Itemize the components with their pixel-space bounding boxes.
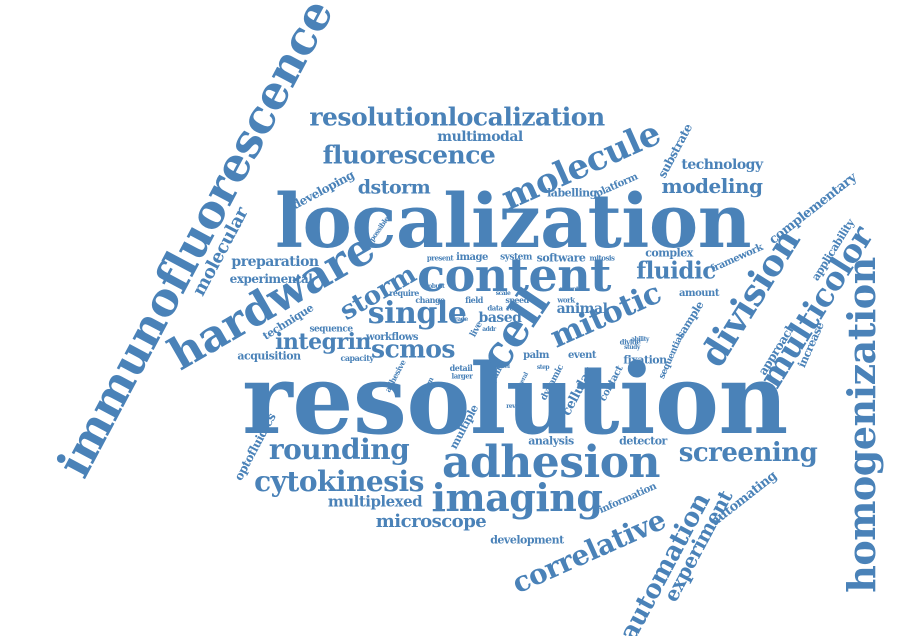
word-adhesion: adhesion <box>441 437 661 488</box>
word-data: data <box>487 303 503 313</box>
word-localization: localization <box>274 179 752 265</box>
word-amount: amount <box>679 288 719 299</box>
word-level: level <box>496 363 510 370</box>
word-fixation: fixation <box>623 353 667 367</box>
word-technology: technology <box>681 157 763 173</box>
word-addr: addr <box>482 326 496 333</box>
word-cytokinesis: cytokinesis <box>254 465 424 498</box>
word-scmos: scmos <box>371 334 456 364</box>
word-imaging: imaging <box>431 475 603 520</box>
word-capacity: capacity <box>340 353 374 363</box>
word-software: software <box>536 251 586 265</box>
word-recent: recent <box>559 286 579 293</box>
word-content: content <box>417 248 611 302</box>
word-labelling: labelling <box>547 186 597 200</box>
word-microscope: microscope <box>375 511 487 532</box>
word-image: image <box>456 252 488 263</box>
word-sequence: sequence <box>309 324 353 335</box>
word-analysis: analysis <box>528 434 574 448</box>
word-fluidic: fluidic <box>636 257 716 285</box>
word-multimodal: multimodal <box>437 129 523 145</box>
word-acquisition: acquisition <box>237 349 301 363</box>
word-based: based <box>478 310 522 326</box>
word-dstorm: dstorm <box>357 176 431 199</box>
word-step: step <box>536 364 550 371</box>
word-event: event <box>568 350 596 361</box>
word-require: require <box>389 288 419 298</box>
word-modeling: modeling <box>661 174 763 198</box>
word-resolutionlocalization: resolutionlocalization <box>309 102 605 132</box>
word-system: system <box>500 252 532 263</box>
word-ability: ability <box>631 336 649 343</box>
word-field: field <box>465 295 483 305</box>
word-fluorescence: fluorescence <box>322 140 496 170</box>
word-screening: screening <box>678 438 818 468</box>
word-role: role <box>506 303 520 313</box>
word-detail: detail <box>449 363 473 373</box>
word-work: work <box>557 295 575 305</box>
word-rounding: rounding <box>268 433 410 466</box>
word-animal: animal <box>556 301 608 317</box>
word-single: single <box>367 296 467 331</box>
word-resolution: resolution <box>242 343 788 456</box>
word-multiplexed: multiplexed <box>327 492 423 511</box>
word-study: study <box>624 344 640 351</box>
word-workflows: workflows <box>366 332 418 343</box>
word-larger: larger <box>451 371 473 381</box>
word-detector: detector <box>619 434 667 448</box>
word-preparation: preparation <box>231 254 319 270</box>
word-complex: complex <box>645 246 693 260</box>
word-trade: trade <box>452 316 468 323</box>
word-reveal: reveal <box>506 403 524 410</box>
word-change: change <box>415 295 445 305</box>
word-experimental: experimental <box>229 272 313 286</box>
word-scale: scale <box>495 290 511 297</box>
word-palm: palm <box>523 350 549 361</box>
word-mitosis: mitosis <box>589 253 615 263</box>
word-divide: divide <box>619 337 641 347</box>
word-integrin: integrin <box>275 329 371 355</box>
word-robust: robust <box>425 283 445 290</box>
word-speed: speed <box>505 295 529 305</box>
word-present: present <box>426 253 454 263</box>
word-homogenization: homogenization <box>839 257 884 593</box>
word-development: development <box>490 533 564 547</box>
